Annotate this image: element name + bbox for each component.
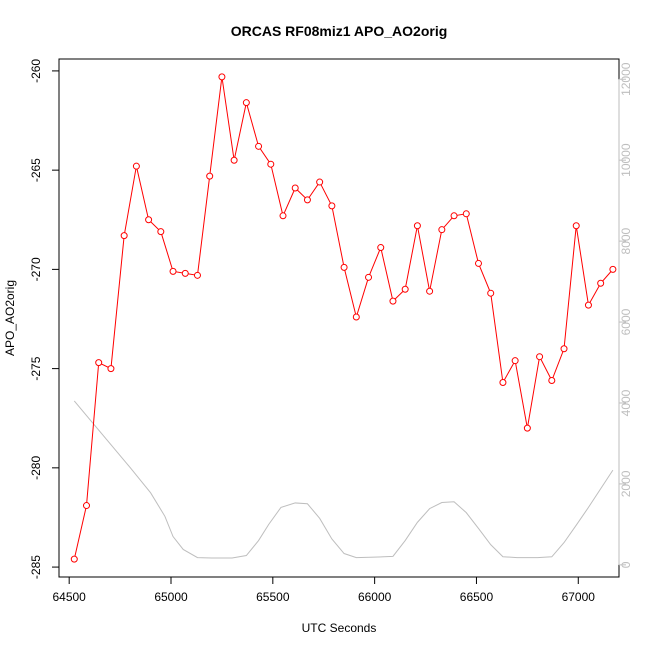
- y-tick-label: -275: [29, 356, 43, 380]
- data-point: [291, 184, 299, 192]
- plot-frame: [58, 58, 620, 578]
- data-point: [242, 99, 250, 107]
- data-point: [548, 377, 556, 385]
- data-point: [218, 73, 226, 81]
- data-point: [95, 359, 103, 367]
- y-right-tick-label: 0: [619, 561, 633, 568]
- chart-title: ORCAS RF08miz1 APO_AO2orig: [231, 23, 448, 39]
- data-point: [536, 353, 544, 361]
- data-point: [413, 222, 421, 230]
- data-point: [193, 271, 201, 279]
- y-axis-label: APO_AO2orig: [3, 280, 17, 356]
- y-axis-right: 0 2000 4000 6000 8000 10000 12000: [618, 62, 633, 568]
- data-point: [230, 156, 238, 164]
- data-point: [499, 379, 507, 387]
- data-point: [474, 259, 482, 267]
- data-point: [267, 160, 275, 168]
- series-primary: [70, 73, 617, 563]
- x-tick-label: 67000: [562, 590, 596, 604]
- x-tick-label: 64500: [52, 590, 86, 604]
- data-point: [82, 502, 90, 510]
- x-tick-label: 65500: [256, 590, 290, 604]
- y-right-tick-label: 8000: [619, 227, 633, 254]
- y-right-tick-label: 6000: [619, 308, 633, 335]
- data-point: [377, 244, 385, 252]
- y-right-tick-label: 2000: [619, 470, 633, 497]
- data-point: [609, 265, 617, 273]
- y-right-tick-label: 10000: [619, 143, 633, 177]
- data-point: [181, 269, 189, 277]
- data-point: [401, 285, 409, 293]
- series-primary-line: [73, 76, 614, 560]
- y-tick-label: -270: [29, 257, 43, 281]
- data-point: [352, 313, 360, 321]
- data-point: [487, 289, 495, 297]
- y-tick-label: -260: [29, 59, 43, 83]
- data-point: [523, 424, 531, 432]
- data-point: [426, 287, 434, 295]
- data-point: [169, 267, 177, 275]
- y-tick-label: -265: [29, 158, 43, 182]
- data-point: [328, 202, 336, 210]
- x-tick-label: 65000: [154, 590, 188, 604]
- y-axis: -285 -280 -275 -270 -265 -260: [29, 59, 60, 579]
- y-right-tick-label: 4000: [619, 389, 633, 416]
- data-point: [120, 232, 128, 240]
- data-point: [597, 279, 605, 287]
- data-point: [365, 273, 373, 281]
- data-point: [70, 555, 78, 563]
- data-point: [340, 263, 348, 271]
- data-point: [206, 172, 214, 180]
- data-point: [462, 210, 470, 218]
- data-point: [107, 365, 115, 373]
- x-tick-label: 66500: [460, 590, 494, 604]
- y-right-tick-label: 12000: [619, 62, 633, 96]
- x-axis-label: UTC Seconds: [302, 621, 377, 635]
- data-point: [572, 222, 580, 230]
- y-tick-label: -285: [29, 555, 43, 579]
- x-axis: 64500 65000 65500 66000 66500 67000: [52, 576, 596, 604]
- data-point: [255, 142, 263, 150]
- data-point: [303, 196, 311, 204]
- y-tick-label: -280: [29, 456, 43, 480]
- data-point: [157, 228, 165, 236]
- data-point: [438, 226, 446, 234]
- data-point: [316, 178, 324, 186]
- series-secondary-line: [73, 400, 614, 559]
- data-point: [450, 212, 458, 220]
- data-point: [584, 301, 592, 309]
- data-point: [560, 345, 568, 353]
- data-point: [132, 162, 140, 170]
- data-point: [145, 216, 153, 224]
- data-point: [279, 212, 287, 220]
- data-point: [511, 357, 519, 365]
- x-tick-label: 66000: [358, 590, 392, 604]
- series-secondary: [73, 400, 614, 559]
- data-point: [389, 297, 397, 305]
